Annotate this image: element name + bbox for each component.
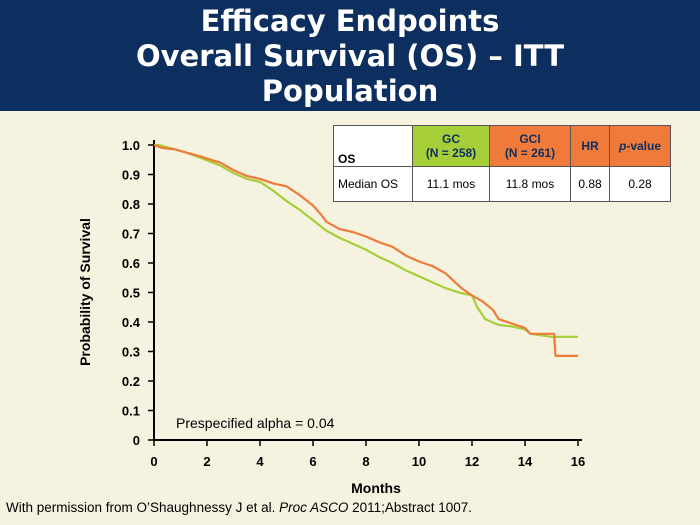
y-tick-label: 0.3: [122, 345, 140, 360]
x-tick-label: 10: [412, 454, 426, 469]
title-bar: Efficacy Endpoints Overall Survival (OS)…: [0, 0, 700, 111]
table-header-gci-line2: (N = 261): [504, 146, 556, 160]
table-header-gc-line2: (N = 258): [425, 146, 477, 160]
table-header-gci-line1: GCI: [519, 132, 541, 146]
y-axis-label: Probability of Survival: [77, 218, 93, 366]
x-tick-label: 4: [256, 454, 264, 469]
footnote-prefix: With permission from O’Shaughnessy J et …: [6, 500, 280, 515]
table-row: Median OS 11.1 mos 11.8 mos 0.88 0.28: [333, 166, 671, 202]
table-cell-gc-value: 11.1 mos: [412, 166, 490, 202]
y-tick-label: 0.9: [122, 168, 140, 183]
footnote-suffix: 2011;Abstract 1007.: [348, 500, 472, 515]
table-header-hr-label: HR: [581, 139, 599, 153]
table-header-pvalue: p-value: [609, 125, 671, 167]
table-header-gc-line1: GC: [442, 132, 460, 146]
y-tick-label: 0: [133, 433, 140, 448]
footnote: With permission from O’Shaughnessy J et …: [6, 500, 472, 515]
x-tick-label: 2: [203, 454, 210, 469]
table-header-row: OS GC (N = 258) GCI (N = 261) HR p-value: [333, 125, 671, 167]
y-tick-label: 0.1: [122, 404, 140, 419]
x-axis-label: Months: [351, 480, 401, 496]
y-tick-label: 1.0: [122, 138, 140, 153]
footnote-journal: Proc ASCO: [279, 500, 349, 515]
slide-title-line-1: Efficacy Endpoints: [200, 4, 500, 38]
table-cell-gci-value: 11.8 mos: [489, 166, 571, 202]
table-header-gci: GCI (N = 261): [489, 125, 571, 167]
slide-title-line-2: Overall Survival (OS) – ITT: [135, 39, 565, 73]
x-tick-label: 8: [362, 454, 369, 469]
slide-title-line-3: Population: [261, 74, 439, 108]
x-tick-label: 12: [465, 454, 479, 469]
alpha-annotation: Prespecified alpha = 0.04: [176, 415, 335, 431]
y-tick-label: 0.4: [122, 315, 141, 330]
table-cell-pvalue-value: 0.28: [609, 166, 671, 202]
y-tick-label: 0.7: [122, 227, 140, 242]
table-header-os-label: OS: [338, 152, 356, 166]
median-os-table: OS GC (N = 258) GCI (N = 261) HR p-value M…: [333, 125, 671, 202]
table-cell-median-os: Median OS: [333, 166, 413, 202]
gci-survival-curve: [153, 143, 578, 357]
table-header-pvalue-rest: -value: [626, 139, 662, 153]
table-header-pvalue-p: p: [618, 139, 627, 153]
x-tick-label: 16: [571, 454, 585, 469]
x-tick-label: 14: [518, 454, 533, 469]
y-tick-label: 0.6: [122, 256, 140, 271]
table-header-os: OS: [333, 125, 413, 167]
y-tick-label: 0.2: [122, 374, 140, 389]
table-header-hr: HR: [570, 125, 610, 167]
y-tick-label: 0.5: [122, 286, 140, 301]
table-cell-hr-value: 0.88: [570, 166, 610, 202]
y-tick-label: 0.8: [122, 197, 140, 212]
gc-survival-curve: [154, 143, 578, 338]
x-tick-label: 6: [309, 454, 316, 469]
table-header-gc: GC (N = 258): [412, 125, 490, 167]
x-tick-label: 0: [150, 454, 157, 469]
